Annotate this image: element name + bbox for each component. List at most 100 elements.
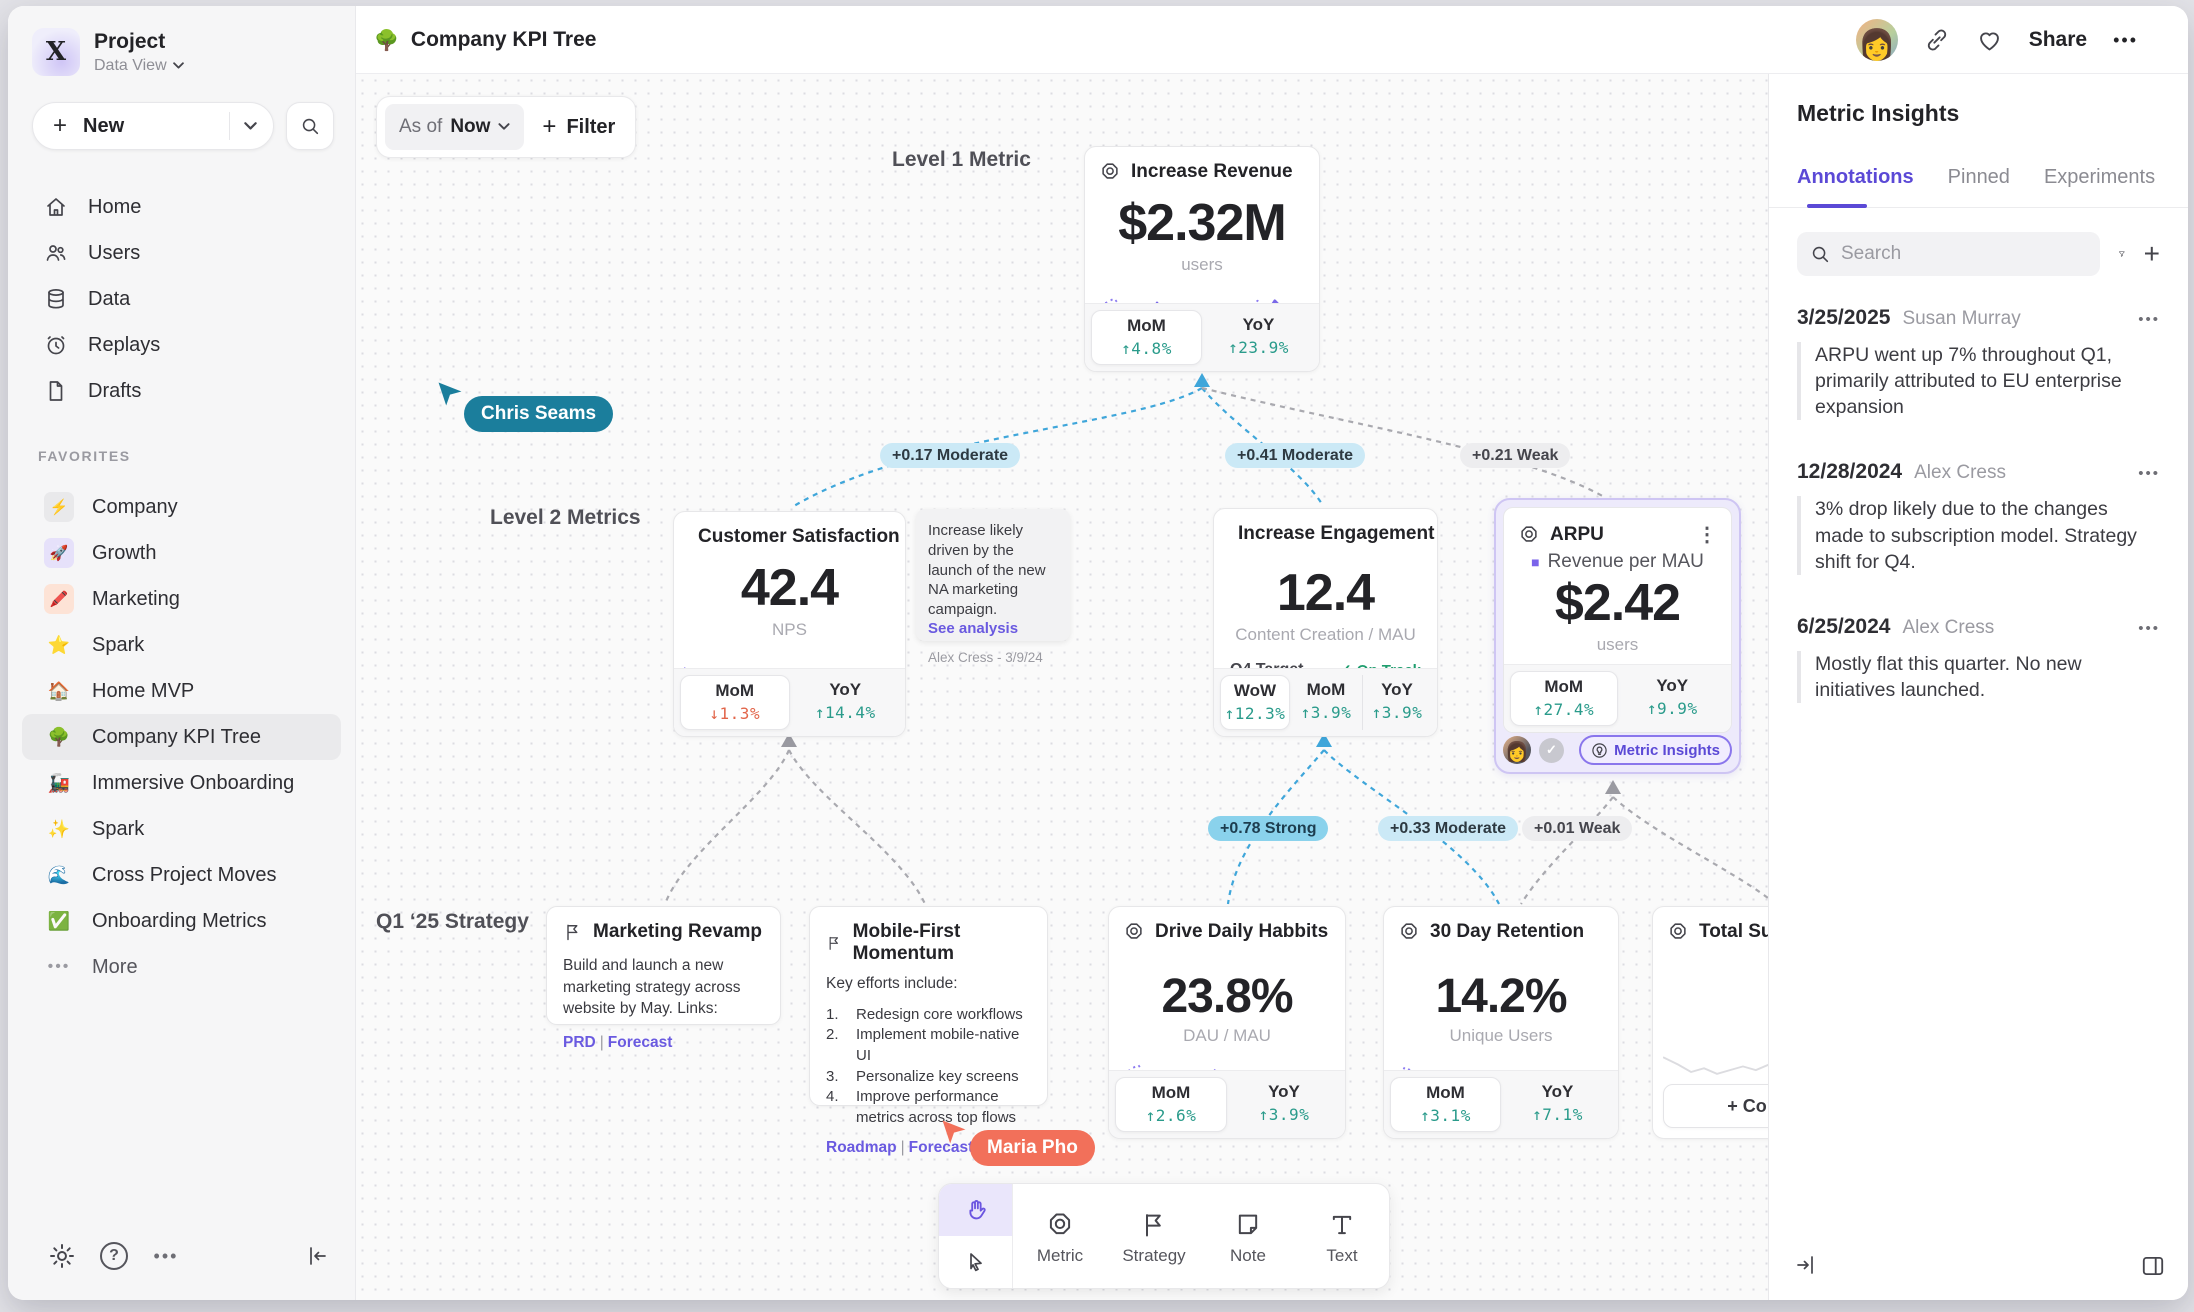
annotation-note[interactable]: Increase likely driven by the launch of …: [916, 509, 1070, 665]
sidebar-item-spark[interactable]: ⭐ Spark: [22, 622, 341, 668]
collapse-sidebar-button[interactable]: [300, 1238, 336, 1274]
kpi-canvas[interactable]: As of Now + Filter Level 1 Metric Level …: [356, 74, 1768, 1300]
collaborator-cursor-maria: Maria Pho: [940, 1118, 1095, 1166]
stat-yoy[interactable]: YoY ↑14.4%: [814, 680, 876, 722]
sidebar-item-company-kpi-tree[interactable]: 🌳 Company KPI Tree: [22, 714, 341, 760]
sidebar-item-data[interactable]: Data: [8, 276, 355, 322]
stat-wow[interactable]: WoW ↑12.3%: [1220, 675, 1290, 730]
sidebar-item-onboarding-metrics[interactable]: ✅ Onboarding Metrics: [22, 898, 341, 944]
new-dropdown-chevron-icon[interactable]: [244, 121, 257, 131]
stat-mom[interactable]: MoM ↓1.3%: [680, 675, 790, 730]
tab-pinned[interactable]: Pinned: [1947, 166, 2010, 188]
metric-card-arpu-selected[interactable]: ARPU ⋮ ■ Revenue per MAU $2.42 users MoM…: [1494, 498, 1741, 774]
stat-yoy[interactable]: YoY ↑3.9%: [1258, 1082, 1310, 1124]
annotation-menu-button[interactable]: •••: [2138, 619, 2160, 637]
annotation-item[interactable]: 3/25/2025 Susan Murray ••• ARPU went up …: [1797, 306, 2160, 421]
strategy-note-marketing-revamp[interactable]: Marketing Revamp Build and launch a new …: [546, 906, 781, 1051]
as-of-selector[interactable]: As of Now: [385, 104, 525, 150]
sidebar-item-spark-2[interactable]: ✨ Spark: [22, 806, 341, 852]
sidebar-item-immersive-onboarding[interactable]: 🚂 Immersive Onboarding: [22, 760, 341, 806]
metric-value: 12.4: [1276, 564, 1375, 622]
see-analysis-link[interactable]: See analysis: [928, 619, 1019, 637]
metric-card-drive-daily-habbits[interactable]: Drive Daily Habbits 23.8% DAU / MAU MoM …: [1108, 906, 1346, 1139]
metric-card-customer-satisfaction[interactable]: Customer Satisfaction 42.4 NPS MoM ↓1.3%…: [673, 511, 906, 737]
edge-label-5[interactable]: +0.01 Weak: [1522, 816, 1633, 841]
settings-button[interactable]: [44, 1238, 80, 1274]
stat-mom[interactable]: MoM ↑4.8%: [1091, 310, 1202, 365]
card-menu-button[interactable]: ⋮: [1697, 524, 1717, 546]
stat-mom[interactable]: MoM ↑3.1%: [1390, 1077, 1501, 1132]
strategy-note-mobile-first[interactable]: Mobile-First Momentum Key efforts includ…: [809, 906, 1048, 1156]
annotation-menu-button[interactable]: •••: [2138, 311, 2160, 328]
avatar[interactable]: 👩: [1855, 19, 1898, 61]
strategy-tool-button[interactable]: Strategy: [1107, 1184, 1201, 1288]
lightning-icon: ⚡: [44, 492, 74, 522]
annotation-item[interactable]: 6/25/2024 Alex Cress ••• Mostly flat thi…: [1797, 615, 2160, 703]
help-button[interactable]: ?: [96, 1238, 132, 1274]
sidebar-item-growth[interactable]: 🚀 Growth: [22, 530, 341, 576]
stat-mom[interactable]: MoM ↑2.6%: [1115, 1077, 1227, 1132]
stat-yoy[interactable]: YoY ↑3.9%: [1362, 675, 1431, 730]
project-view-selector[interactable]: Data View: [94, 57, 184, 75]
metric-value: 23.8%: [1161, 970, 1293, 1023]
metric-insights-button[interactable]: Metric Insights: [1579, 735, 1732, 765]
note-tool-button[interactable]: Note: [1201, 1184, 1295, 1288]
sidebar-item-replays[interactable]: Replays: [8, 322, 355, 368]
hand-tool-button[interactable]: [939, 1184, 1012, 1236]
sidebar-item-marketing[interactable]: 🖍️ Marketing: [22, 576, 341, 622]
edge-label-1[interactable]: +0.41 Moderate: [1225, 443, 1366, 468]
prd-link[interactable]: PRD: [563, 1034, 596, 1052]
panel-layout-button[interactable]: [2140, 1253, 2166, 1284]
metric-card-30-day-retention[interactable]: 30 Day Retention 14.2% Unique Users MoM …: [1383, 906, 1619, 1139]
filter-button[interactable]: + Filter: [542, 113, 616, 140]
select-tool-button[interactable]: [939, 1236, 1012, 1288]
stat-yoy[interactable]: YoY ↑7.1%: [1532, 1082, 1583, 1124]
annotation-menu-button[interactable]: •••: [2138, 465, 2160, 483]
project-switcher[interactable]: X Project Data View: [32, 28, 184, 76]
favorite-heart-icon[interactable]: [1976, 27, 2003, 54]
text-tool-button[interactable]: Text: [1295, 1184, 1389, 1288]
topbar-more-button[interactable]: •••: [2113, 29, 2138, 50]
sidebar-item-cross-project-moves[interactable]: 🌊 Cross Project Moves: [22, 852, 341, 898]
stat-yoy[interactable]: YoY ↑9.9%: [1646, 676, 1698, 718]
copy-link-icon[interactable]: [1924, 27, 1950, 53]
sidebar-item-home-mvp[interactable]: 🏠 Home MVP: [22, 668, 341, 714]
edge-label-3[interactable]: +0.78 Strong: [1208, 816, 1329, 841]
add-annotation-button[interactable]: +: [2143, 238, 2160, 269]
metric-icon: [1521, 525, 1537, 542]
metric-unit: users: [1181, 255, 1223, 274]
sidebar-item-drafts[interactable]: Drafts: [8, 368, 355, 414]
search-input[interactable]: [1797, 232, 2100, 276]
metric-tool-button[interactable]: Metric: [1013, 1184, 1107, 1288]
roadmap-link[interactable]: Roadmap: [826, 1138, 897, 1156]
tree-icon: 🌳: [374, 29, 399, 52]
ellipsis-icon: •••: [153, 1245, 179, 1266]
stat-mom[interactable]: MoM ↑3.9%: [1300, 680, 1352, 722]
new-button[interactable]: + New: [32, 102, 274, 150]
sidebar-item-more[interactable]: ••• More: [22, 944, 341, 990]
collapse-panel-button[interactable]: [1793, 1253, 1817, 1282]
sidebar-search-button[interactable]: [286, 102, 334, 150]
edge-label-2[interactable]: +0.21 Weak: [1460, 443, 1571, 468]
connect-button[interactable]: + Connect: [1663, 1084, 1768, 1128]
sidebar-item-home[interactable]: Home: [8, 184, 355, 230]
metric-card-increase-revenue[interactable]: Increase Revenue $2.32M users MoM ↑4.8% …: [1084, 146, 1320, 372]
stat-mom[interactable]: MoM ↑27.4%: [1510, 671, 1618, 726]
metric-card-total-subscriptions[interactable]: Total Subscriptions + Connect: [1652, 906, 1768, 1139]
sidebar-more-button[interactable]: •••: [148, 1238, 184, 1274]
forecast-link[interactable]: Forecast: [607, 1034, 673, 1052]
level-1-label: Level 1 Metric: [892, 148, 1031, 171]
tab-annotations[interactable]: Annotations: [1797, 158, 1914, 208]
filter-funnel-icon[interactable]: [2118, 242, 2126, 266]
metric-icon: [1102, 163, 1118, 179]
stat-yoy[interactable]: YoY ↑23.9%: [1228, 315, 1289, 357]
sidebar-item-company[interactable]: ⚡ Company: [22, 484, 341, 530]
tab-experiments[interactable]: Experiments: [2043, 166, 2156, 188]
sidebar-item-users[interactable]: Users: [8, 230, 355, 276]
forecast-link[interactable]: Forecast: [908, 1138, 974, 1156]
metric-card-increase-engagement[interactable]: Increase Engagement 12.4 Content Creatio…: [1213, 508, 1438, 737]
share-button[interactable]: Share: [2028, 28, 2088, 51]
edge-label-4[interactable]: +0.33 Moderate: [1378, 816, 1519, 841]
annotation-item[interactable]: 12/28/2024 Alex Cress ••• 3% drop likely…: [1797, 460, 2160, 575]
edge-label-0[interactable]: +0.17 Moderate: [880, 443, 1021, 468]
